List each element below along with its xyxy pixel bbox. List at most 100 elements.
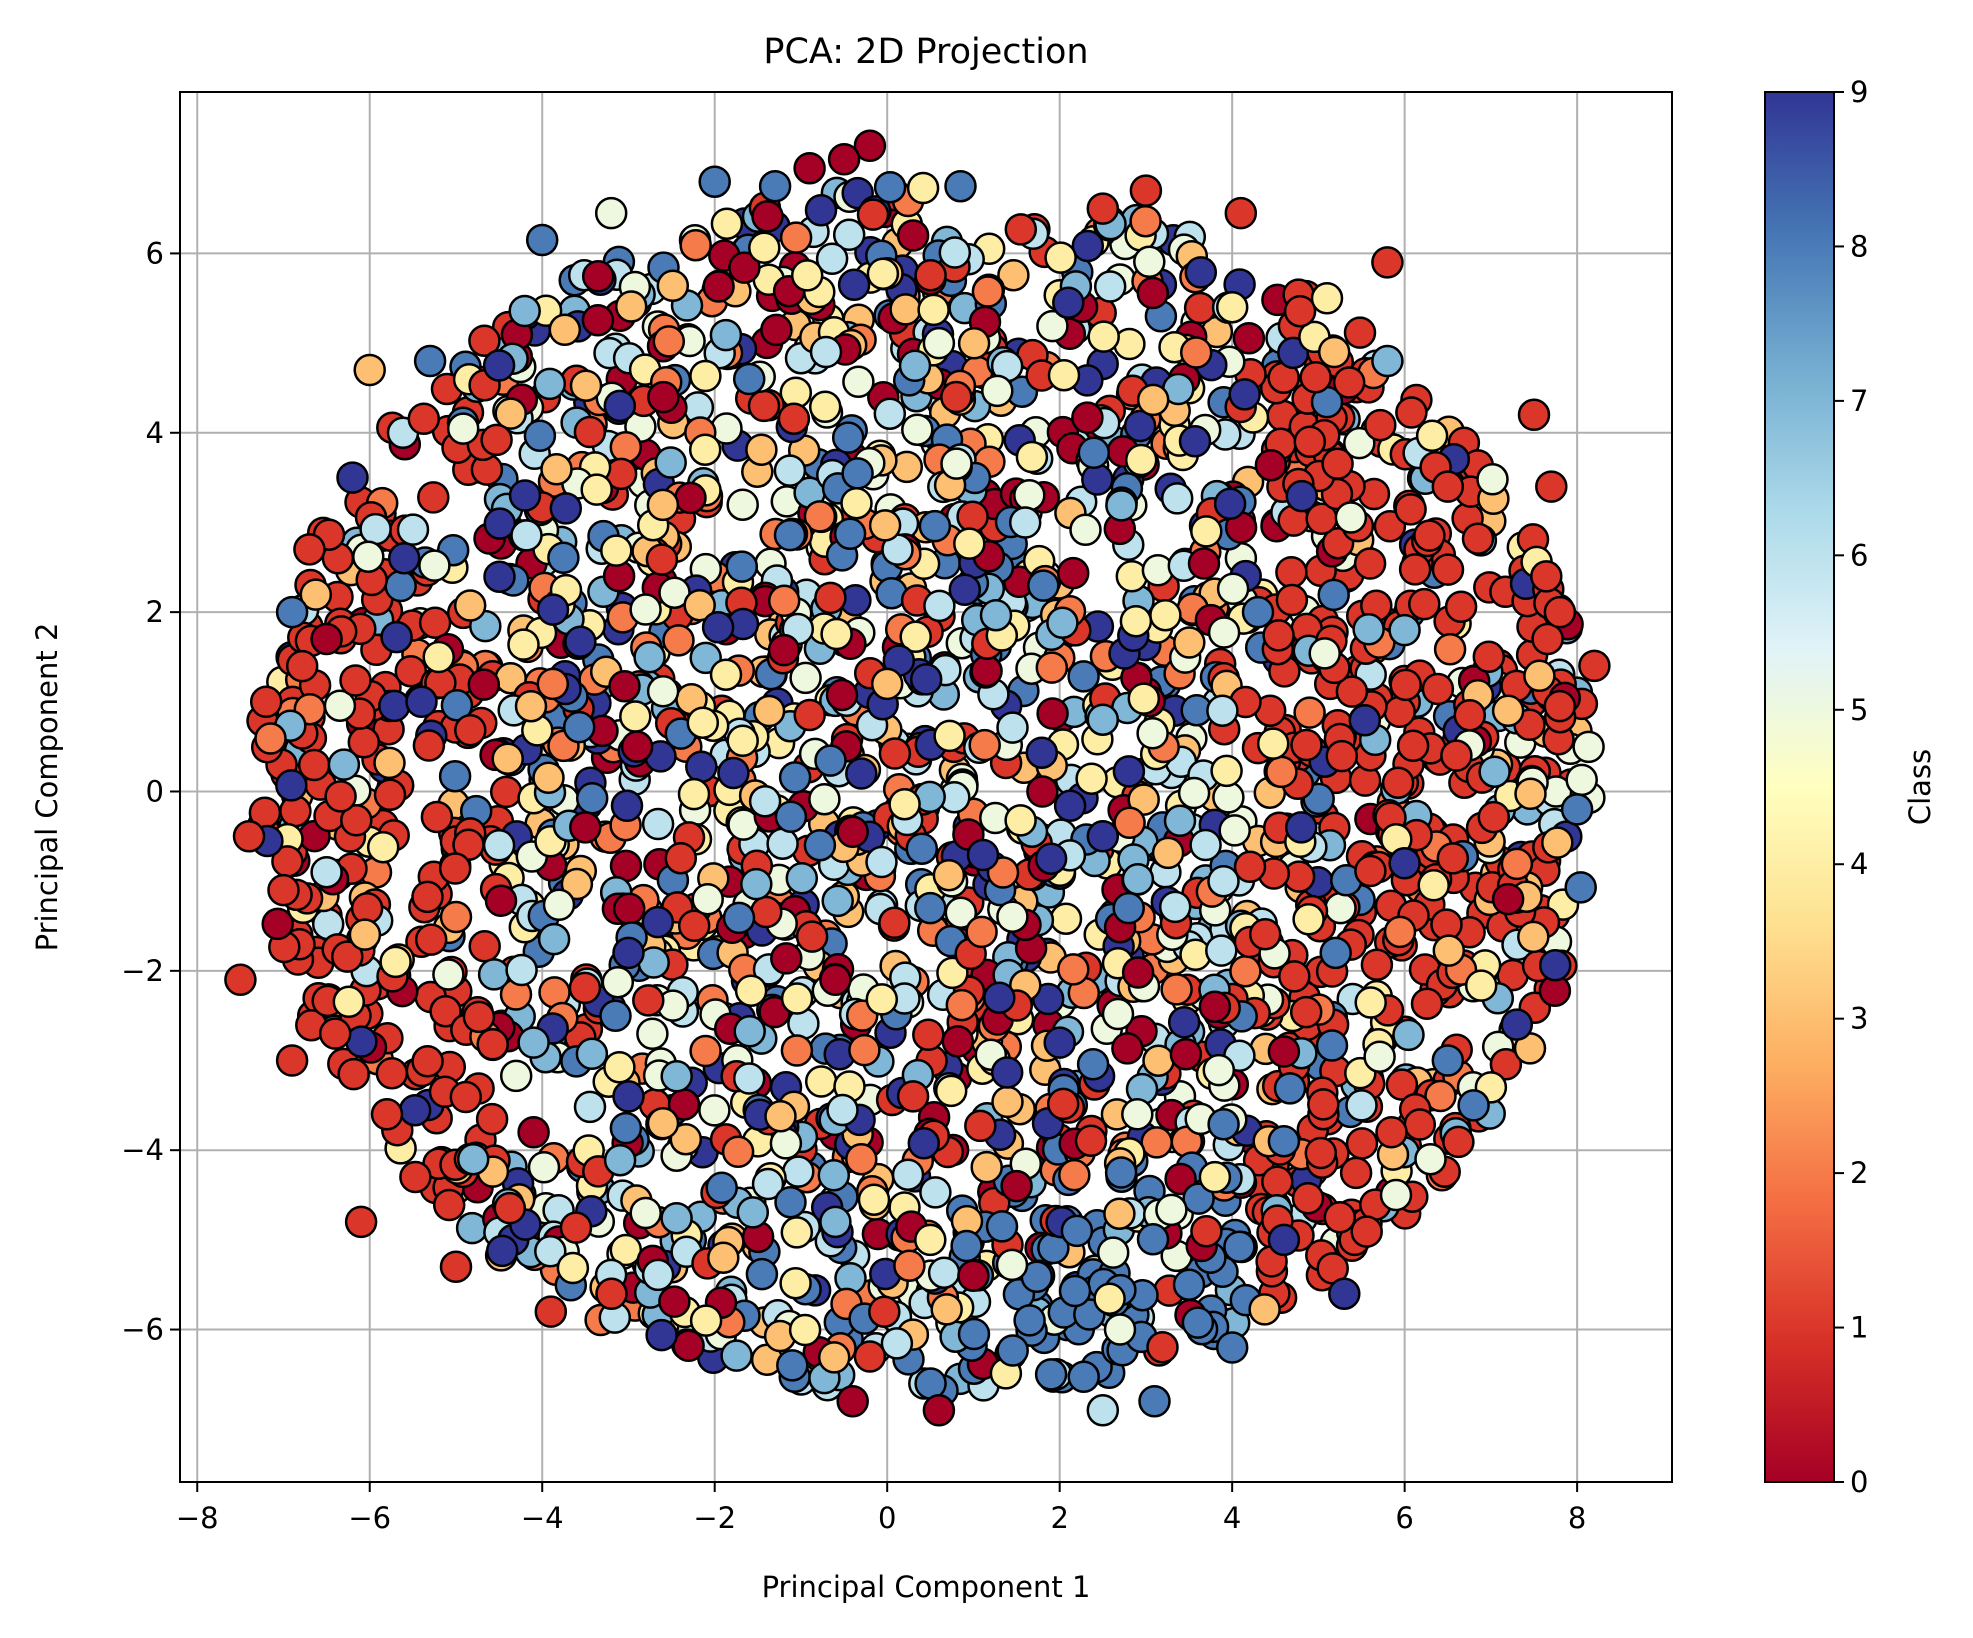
- scatter-point: [1216, 572, 1250, 606]
- data-point: [1060, 1214, 1094, 1248]
- scatter-point: [688, 433, 722, 466]
- scatter-point: [953, 527, 986, 560]
- scatter-point: [641, 1258, 675, 1292]
- data-point: [1215, 290, 1249, 324]
- scatter-point: [1444, 590, 1478, 624]
- scatter-point: [932, 858, 966, 892]
- data-point: [1491, 694, 1525, 728]
- scatter-point: [420, 800, 454, 834]
- scatter-point: [1262, 619, 1295, 652]
- scatter-point: [679, 228, 712, 262]
- scatter-point: [399, 1160, 432, 1194]
- data-point: [1388, 846, 1421, 880]
- scatter-point: [1004, 804, 1037, 837]
- colorbar-tick-label: 4: [1850, 847, 1868, 881]
- scatter-point: [751, 1167, 785, 1201]
- scatter-point: [1136, 276, 1170, 310]
- scatter-point: [1229, 955, 1262, 988]
- scatter-point: [438, 759, 472, 793]
- scatter-point: [1334, 501, 1368, 534]
- scatter-point: [533, 367, 567, 401]
- scatter-point: [1543, 689, 1577, 723]
- data-point: [1388, 613, 1421, 647]
- scatter-point: [1531, 622, 1564, 656]
- scatter-point: [1218, 814, 1251, 847]
- scatter-point: [891, 1158, 925, 1191]
- scatter-point: [507, 628, 540, 661]
- scatter-point: [449, 1080, 483, 1114]
- scatter-point: [493, 1191, 527, 1225]
- scatter-point: [414, 923, 448, 956]
- data-point: [1371, 344, 1404, 378]
- scatter-point: [664, 841, 698, 875]
- scatter-point: [1177, 776, 1211, 810]
- data-point: [413, 344, 447, 378]
- scatter-point: [418, 549, 451, 582]
- scatter-point: [1069, 513, 1102, 547]
- scatter-point: [1307, 1088, 1340, 1121]
- scatter-point: [632, 984, 665, 1017]
- scatter-point: [432, 958, 465, 991]
- data-point: [344, 1205, 378, 1239]
- data-point: [1026, 775, 1059, 808]
- data-point: [1535, 470, 1568, 503]
- scatter-point: [780, 1216, 814, 1249]
- scatter-point: [575, 1037, 609, 1071]
- scatter-point: [898, 349, 932, 383]
- data-point: [267, 873, 300, 907]
- colorbar-tick-label: 6: [1850, 538, 1868, 572]
- x-tick-label: −4: [521, 1501, 564, 1535]
- y-tick-label: −4: [121, 1133, 164, 1167]
- scatter-point: [745, 433, 778, 466]
- scatter-points: [224, 129, 1611, 1427]
- scatter-point: [720, 1339, 753, 1372]
- scatter-point: [979, 598, 1013, 632]
- scatter-point: [734, 974, 768, 1007]
- scatter-point: [480, 423, 513, 457]
- data-point: [603, 389, 637, 423]
- scatter-point: [569, 369, 603, 402]
- scatter-point: [1408, 587, 1441, 621]
- data-point: [327, 748, 361, 781]
- data-point: [1103, 1313, 1137, 1346]
- scatter-point: [1025, 736, 1059, 769]
- scatter-point: [1325, 739, 1359, 773]
- scatter-point: [1572, 730, 1605, 764]
- scatter-point: [491, 742, 524, 775]
- scatter-point: [1343, 316, 1377, 349]
- scatter-point: [384, 569, 417, 603]
- scatter-point: [767, 633, 801, 667]
- scatter-point: [997, 258, 1030, 292]
- scatter-point: [1489, 1048, 1523, 1081]
- scatter-point: [1275, 583, 1309, 617]
- scatter-point: [536, 667, 570, 701]
- scatter-point: [548, 313, 582, 347]
- scatter-point: [261, 907, 294, 941]
- data-point: [1267, 1223, 1301, 1257]
- scatter-point: [840, 486, 873, 520]
- data-point: [1371, 246, 1404, 279]
- scatter-point: [1104, 1156, 1138, 1189]
- scatter-point: [407, 402, 441, 436]
- scatter-point: [1149, 598, 1182, 632]
- y-tick-label: −6: [121, 1313, 164, 1347]
- scatter-point: [352, 540, 385, 573]
- scatter-point: [833, 517, 867, 551]
- scatter-point: [1363, 1040, 1396, 1073]
- scatter-point: [878, 737, 912, 770]
- colorbar-tick-label: 2: [1850, 1156, 1868, 1190]
- y-tick-label: 2: [146, 595, 164, 629]
- data-point: [1215, 1331, 1249, 1364]
- data-point: [827, 143, 861, 176]
- scatter-point: [918, 509, 952, 543]
- scatter-point: [1248, 1293, 1281, 1326]
- data-point: [379, 945, 412, 979]
- scatter-point: [339, 664, 372, 697]
- scatter-point: [1127, 682, 1161, 715]
- scatter-point: [641, 807, 675, 841]
- scatter-point: [1383, 695, 1416, 729]
- data-point: [612, 936, 645, 970]
- data-point: [870, 667, 904, 701]
- scatter-point: [1348, 704, 1382, 737]
- scatter-point: [660, 1201, 693, 1235]
